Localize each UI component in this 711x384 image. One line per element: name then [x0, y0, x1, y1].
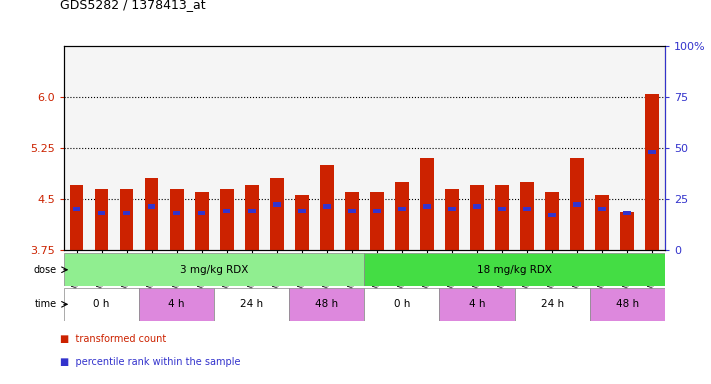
Bar	[495, 185, 509, 250]
Bar	[570, 158, 584, 250]
Bar	[646, 94, 659, 250]
Text: 18 mg/kg RDX: 18 mg/kg RDX	[477, 265, 552, 275]
Bar	[214, 288, 289, 321]
Bar	[624, 210, 631, 215]
Bar	[370, 192, 384, 250]
Bar	[523, 207, 531, 211]
Bar	[173, 210, 181, 215]
Text: ■  percentile rank within the sample: ■ percentile rank within the sample	[60, 357, 241, 367]
Bar	[248, 209, 255, 213]
Bar	[548, 213, 556, 217]
Bar	[320, 165, 333, 250]
Bar	[139, 288, 214, 321]
Text: time: time	[35, 299, 57, 310]
Bar	[223, 209, 230, 213]
Bar	[64, 288, 139, 321]
Bar	[423, 205, 431, 209]
Bar	[589, 288, 665, 321]
Bar	[448, 207, 456, 211]
Bar	[70, 185, 83, 250]
Bar	[73, 207, 80, 211]
Bar	[520, 182, 534, 250]
Bar	[474, 205, 481, 209]
Bar	[195, 192, 208, 250]
Bar	[398, 207, 406, 211]
Bar	[119, 189, 134, 250]
Bar	[420, 158, 434, 250]
Bar	[295, 195, 309, 250]
Bar	[373, 209, 380, 213]
Text: 0 h: 0 h	[394, 299, 410, 310]
Bar	[97, 210, 105, 215]
Bar	[621, 212, 634, 250]
Bar	[64, 253, 365, 286]
Text: ■  transformed count: ■ transformed count	[60, 334, 166, 344]
Bar	[348, 209, 356, 213]
Bar	[498, 207, 506, 211]
Bar	[595, 195, 609, 250]
Bar	[345, 192, 359, 250]
Bar	[145, 179, 159, 250]
Text: 48 h: 48 h	[315, 299, 338, 310]
Bar	[445, 189, 459, 250]
Bar	[220, 189, 234, 250]
Bar	[273, 202, 281, 207]
Text: 48 h: 48 h	[616, 299, 638, 310]
Bar	[599, 207, 606, 211]
Text: dose: dose	[33, 265, 57, 275]
Bar	[245, 185, 259, 250]
Text: 24 h: 24 h	[240, 299, 263, 310]
Bar	[123, 210, 130, 215]
Bar	[365, 253, 665, 286]
Bar	[298, 209, 306, 213]
Bar	[95, 189, 108, 250]
Text: 3 mg/kg RDX: 3 mg/kg RDX	[180, 265, 248, 275]
Bar	[270, 179, 284, 250]
Text: 0 h: 0 h	[93, 299, 109, 310]
Text: 24 h: 24 h	[540, 299, 564, 310]
Bar	[470, 185, 484, 250]
Bar	[395, 182, 409, 250]
Bar	[198, 210, 205, 215]
Bar	[170, 189, 183, 250]
Text: GDS5282 / 1378413_at: GDS5282 / 1378413_at	[60, 0, 206, 12]
Bar	[148, 205, 156, 209]
Bar	[545, 192, 559, 250]
Bar	[573, 202, 581, 207]
Text: 4 h: 4 h	[169, 299, 185, 310]
Text: 4 h: 4 h	[469, 299, 486, 310]
Bar	[439, 288, 515, 321]
Bar	[365, 288, 439, 321]
Bar	[323, 205, 331, 209]
Bar	[515, 288, 589, 321]
Bar	[648, 149, 656, 154]
Bar	[289, 288, 365, 321]
